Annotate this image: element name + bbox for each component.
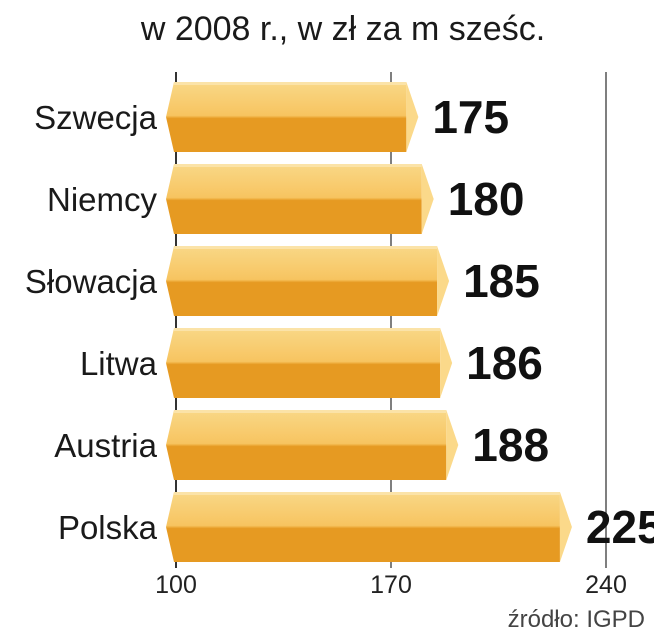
x-axis-ticks: 100 170 240 <box>155 571 627 599</box>
data-label: 185 <box>463 255 540 307</box>
x-tick-label: 170 <box>370 571 412 599</box>
bar-row: Austria 188 <box>54 410 549 480</box>
category-label: Niemcy <box>47 181 158 218</box>
data-label: 175 <box>432 91 509 143</box>
bar-row: Litwa 186 <box>80 328 543 398</box>
bar-end-cap <box>559 492 572 562</box>
category-label: Szwecja <box>34 99 158 136</box>
x-tick-label: 100 <box>155 571 197 599</box>
bar <box>166 246 438 316</box>
chart-subtitle: w 2008 r., w zł za m sześc. <box>140 10 545 48</box>
bars-group: Szwecja 175 Niemcy 180 Słowacja 185 Litwa 186 Au… <box>25 82 654 562</box>
bar-row: Słowacja 185 <box>25 246 540 316</box>
category-label: Litwa <box>80 345 158 382</box>
bar <box>166 410 447 480</box>
source-note: źródło: IGPD <box>508 606 645 633</box>
bar <box>166 328 441 398</box>
data-label: 225 <box>586 501 654 553</box>
data-label: 188 <box>472 419 549 471</box>
category-label: Austria <box>54 427 157 464</box>
category-label: Słowacja <box>25 263 158 300</box>
bar-end-cap <box>446 410 459 480</box>
bar-end-cap <box>437 246 450 316</box>
bar-end-cap <box>406 82 419 152</box>
bar-row: Szwecja 175 <box>34 82 509 152</box>
data-label: 186 <box>466 337 543 389</box>
bar <box>166 164 422 234</box>
data-label: 180 <box>448 173 525 225</box>
x-tick-label: 240 <box>585 571 627 599</box>
bar-end-cap <box>440 328 453 398</box>
bar <box>166 82 407 152</box>
category-label: Polska <box>58 509 158 546</box>
bar-end-cap <box>421 164 434 234</box>
bar <box>166 492 560 562</box>
bar-row: Polska 225 <box>58 492 654 562</box>
bar-row: Niemcy 180 <box>47 164 524 234</box>
